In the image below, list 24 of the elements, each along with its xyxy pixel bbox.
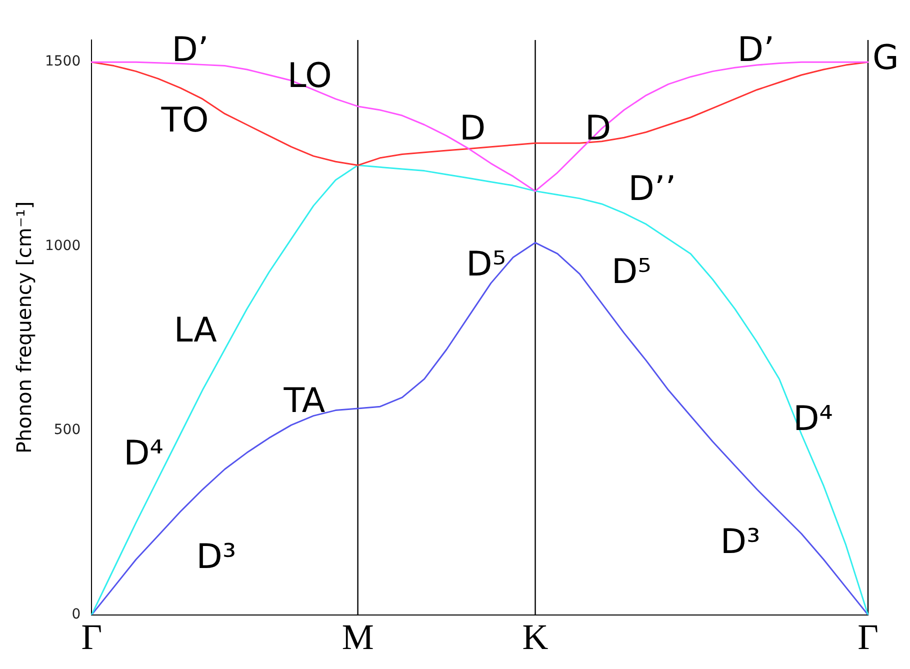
annotation: TA bbox=[282, 380, 326, 421]
y-tick-label: 1500 bbox=[44, 54, 81, 70]
y-axis-title: Phonon frequency [cm⁻¹] bbox=[12, 201, 36, 454]
annotation: D bbox=[459, 108, 486, 149]
annotation: D’ bbox=[172, 30, 209, 70]
annotation: D’’ bbox=[628, 169, 676, 210]
annotation: D³ bbox=[196, 537, 236, 578]
y-tick-label: 1000 bbox=[44, 238, 81, 254]
annotation: D⁵ bbox=[466, 244, 506, 285]
annotation: TO bbox=[160, 100, 209, 141]
annotation: D⁴ bbox=[124, 433, 164, 474]
x-tick-label: K bbox=[522, 616, 548, 657]
annotation: D’ bbox=[737, 30, 774, 70]
annotation: LA bbox=[174, 310, 217, 350]
y-tick-label: 0 bbox=[72, 606, 81, 622]
annotation: D⁴ bbox=[793, 399, 833, 440]
annotation: D⁵ bbox=[611, 252, 652, 292]
x-tick-label: M bbox=[342, 616, 374, 657]
text: G bbox=[872, 38, 899, 78]
x-tick-label: Γ bbox=[81, 616, 102, 657]
x-tick-label: Γ bbox=[858, 616, 878, 657]
annotation: D³ bbox=[720, 522, 760, 562]
y-tick-label: 500 bbox=[54, 422, 81, 438]
annotation: LO bbox=[287, 56, 332, 96]
